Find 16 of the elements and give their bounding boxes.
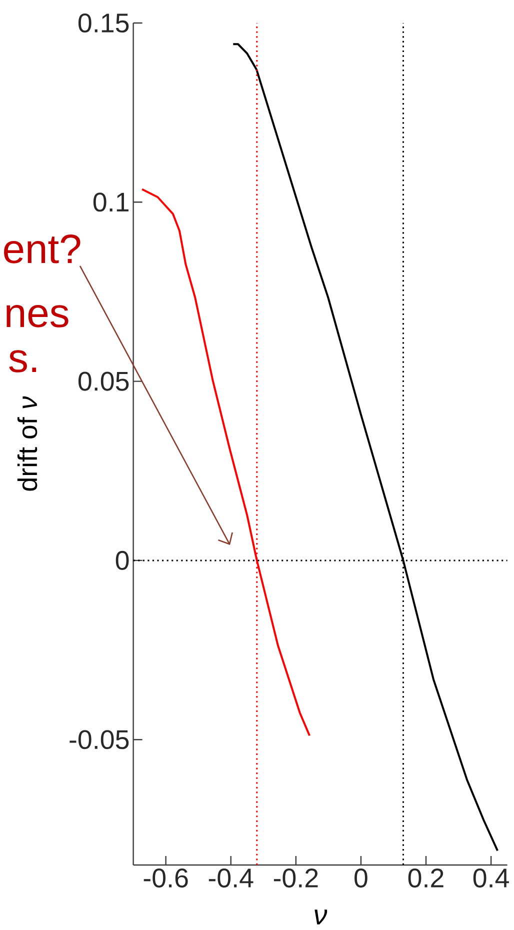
x-tick-label: -0.2 — [274, 868, 318, 888]
x-tick-label: -0.6 — [144, 868, 188, 888]
y-tick-label: 0.15 — [78, 13, 129, 33]
text: s. — [9, 350, 36, 372]
y-axis-title: drift of ν — [17, 396, 38, 491]
x-axis-title: ν — [314, 910, 328, 924]
y-tick-label: 0.05 — [78, 372, 129, 391]
x-tick-label: 0.4 — [473, 868, 509, 888]
x-tick-label: -0.4 — [208, 868, 254, 888]
y-tick-label: 0 — [116, 550, 129, 570]
y-tick-label: 0.1 — [93, 192, 128, 212]
text: ent? — [4, 234, 80, 264]
x-tick-label: 0 — [354, 868, 368, 888]
text: nes — [6, 305, 68, 328]
x-tick-label: 0.2 — [408, 868, 444, 888]
y-tick-label: -0.05 — [70, 730, 129, 750]
